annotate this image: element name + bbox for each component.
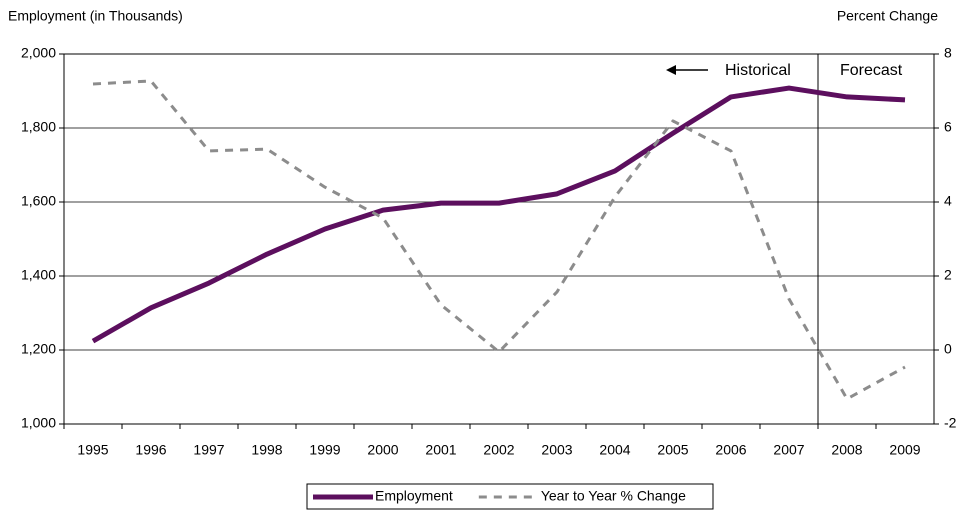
annotation: Historical [725,62,791,79]
legend-label: Employment [375,488,453,504]
legend-label: Year to Year % Change [541,488,686,504]
series-line [92,79,906,401]
x-tick-label: 2000 [367,442,398,458]
y-tick-label: 2,000 [21,45,56,61]
x-tick-label: 2004 [599,442,630,458]
x-tick-label: 2007 [773,442,804,458]
x-tick-label: 2008 [831,442,862,458]
x-tick-label: 2003 [541,442,572,458]
plot-frame [63,53,935,425]
x-tick-label: 1997 [193,442,224,458]
y-tick-label: 1,000 [21,415,56,431]
y-tick-label: 1,800 [21,119,56,135]
y2-tick-label: 0 [944,341,952,357]
y2-axis-label: Percent Change [837,8,938,24]
y2-tick-label: -2 [944,415,957,431]
y-tick-label: 1,200 [21,341,56,357]
x-tick-label: 1996 [135,442,166,458]
y-tick-label: 1,600 [21,193,56,209]
x-tick-label: 1995 [77,442,108,458]
x-tick-label: 2006 [715,442,746,458]
y2-tick-label: 4 [944,193,952,209]
arrow-head [666,65,676,75]
y-axis-label: Employment (in Thousands) [8,8,183,24]
x-tick-label: 2002 [483,442,514,458]
x-tick-label: 1998 [251,442,282,458]
x-tick-label: 1999 [309,442,340,458]
x-tick-label: 2005 [657,442,688,458]
x-tick-label: 2009 [889,442,920,458]
series-line [91,85,906,344]
y2-tick-label: 8 [944,45,952,61]
y2-tick-label: 6 [944,119,952,135]
annotation: Forecast [840,62,903,79]
x-tick-label: 2001 [425,442,456,458]
y-tick-label: 1,400 [21,267,56,283]
y2-tick-label: 2 [944,267,952,283]
